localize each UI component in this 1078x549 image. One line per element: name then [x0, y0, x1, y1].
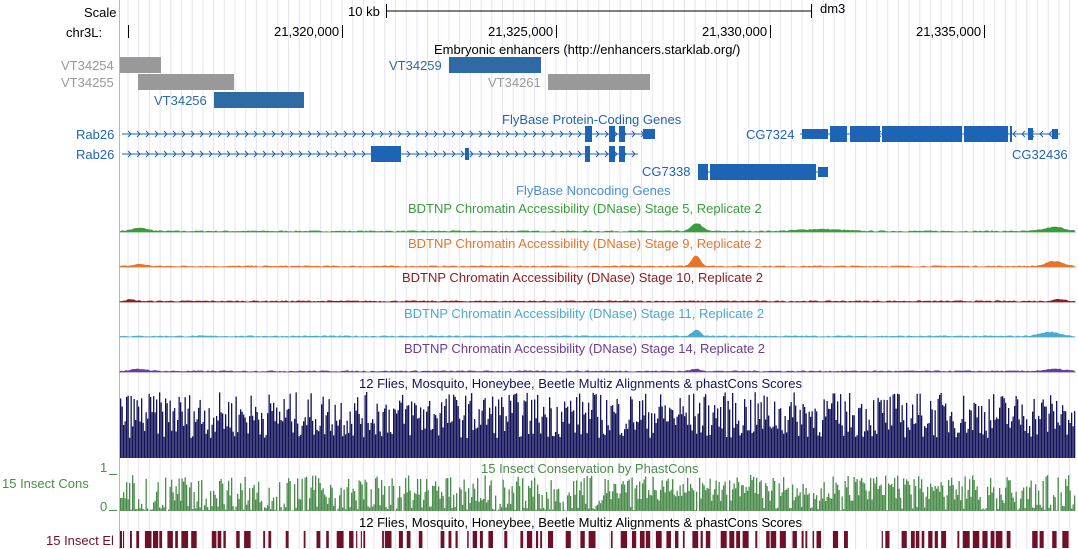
- gene-label-cg7338[interactable]: CG7338: [642, 164, 690, 179]
- position-label: 21,335,000: [916, 24, 981, 39]
- enhancer-label: VT34259: [389, 58, 442, 73]
- enhancer-VT34254[interactable]: [120, 57, 161, 73]
- elements-track-title: 12 Flies, Mosquito, Honeybee, Beetle Mul…: [359, 515, 802, 530]
- dnase-stage5-title: BDTNP Chromatin Accessibility (DNase) St…: [408, 201, 762, 216]
- dnase-stage10-title: BDTNP Chromatin Accessibility (DNase) St…: [402, 270, 763, 285]
- assembly-label: dm3: [820, 1, 845, 16]
- elements-side-label[interactable]: 15 Insect El: [46, 533, 114, 548]
- gene-label-rab26[interactable]: Rab26: [76, 127, 114, 142]
- gene-label-cg7324[interactable]: CG7324: [746, 127, 794, 142]
- dnase-stage14-signal[interactable]: [119, 368, 1076, 373]
- phastcons-signal[interactable]: [120, 475, 1076, 511]
- noncoding-track-title: FlyBase Noncoding Genes: [516, 183, 671, 198]
- dnase-stage11-signal[interactable]: [119, 329, 1076, 338]
- multiz-track-title: 12 Flies, Mosquito, Honeybee, Beetle Mul…: [359, 376, 802, 391]
- enhancer-label: VT34254: [61, 58, 114, 73]
- gene-label-cg32436[interactable]: CG32436: [1012, 147, 1068, 162]
- enhancer-VT34256[interactable]: [214, 92, 304, 108]
- scale-label: Scale: [84, 5, 117, 20]
- enhancer-VT34259[interactable]: [449, 57, 541, 73]
- chrom-label: chr3L:: [66, 25, 102, 40]
- phastcons-axis-max: 1: [100, 460, 107, 475]
- position-label: 21,330,000: [702, 24, 767, 39]
- phastcons-axis-min: 0: [100, 499, 107, 514]
- dnase-stage10-signal[interactable]: [119, 298, 1077, 303]
- dnase-stage14-title: BDTNP Chromatin Accessibility (DNase) St…: [404, 341, 765, 356]
- gene-models[interactable]: [122, 126, 1060, 180]
- dnase-stage9-title: BDTNP Chromatin Accessibility (DNase) St…: [408, 236, 762, 251]
- phastcons-track-title: 15 Insect Conservation by PhastCons: [481, 461, 699, 476]
- phastcons-side-label[interactable]: 15 Insect Cons: [2, 476, 89, 491]
- dnase-stage11-title: BDTNP Chromatin Accessibility (DNase) St…: [404, 306, 764, 321]
- position-label: 21,320,000: [274, 24, 339, 39]
- gene-label-rab26[interactable]: Rab26: [76, 147, 114, 162]
- dnase-stage5-signal[interactable]: [119, 223, 1076, 233]
- enhancer-label: VT34256: [154, 93, 207, 108]
- dnase-stage9-signal[interactable]: [119, 255, 1077, 268]
- conserved-elements[interactable]: [120, 531, 1069, 548]
- position-label: 21,325,000: [488, 24, 553, 39]
- multiz-signal[interactable]: [120, 392, 1076, 458]
- enhancer-VT34261[interactable]: [548, 74, 650, 90]
- enhancer-VT34255[interactable]: [138, 74, 234, 90]
- genes-track-title: FlyBase Protein-Coding Genes: [502, 112, 682, 127]
- scale-bar-label: 10 kb: [348, 4, 380, 19]
- scale-bar: [386, 4, 812, 18]
- enhancers-track-title: Embryonic enhancers (http://enhancers.st…: [434, 42, 740, 57]
- enhancer-label: VT34261: [488, 75, 541, 90]
- enhancer-label: VT34255: [61, 75, 114, 90]
